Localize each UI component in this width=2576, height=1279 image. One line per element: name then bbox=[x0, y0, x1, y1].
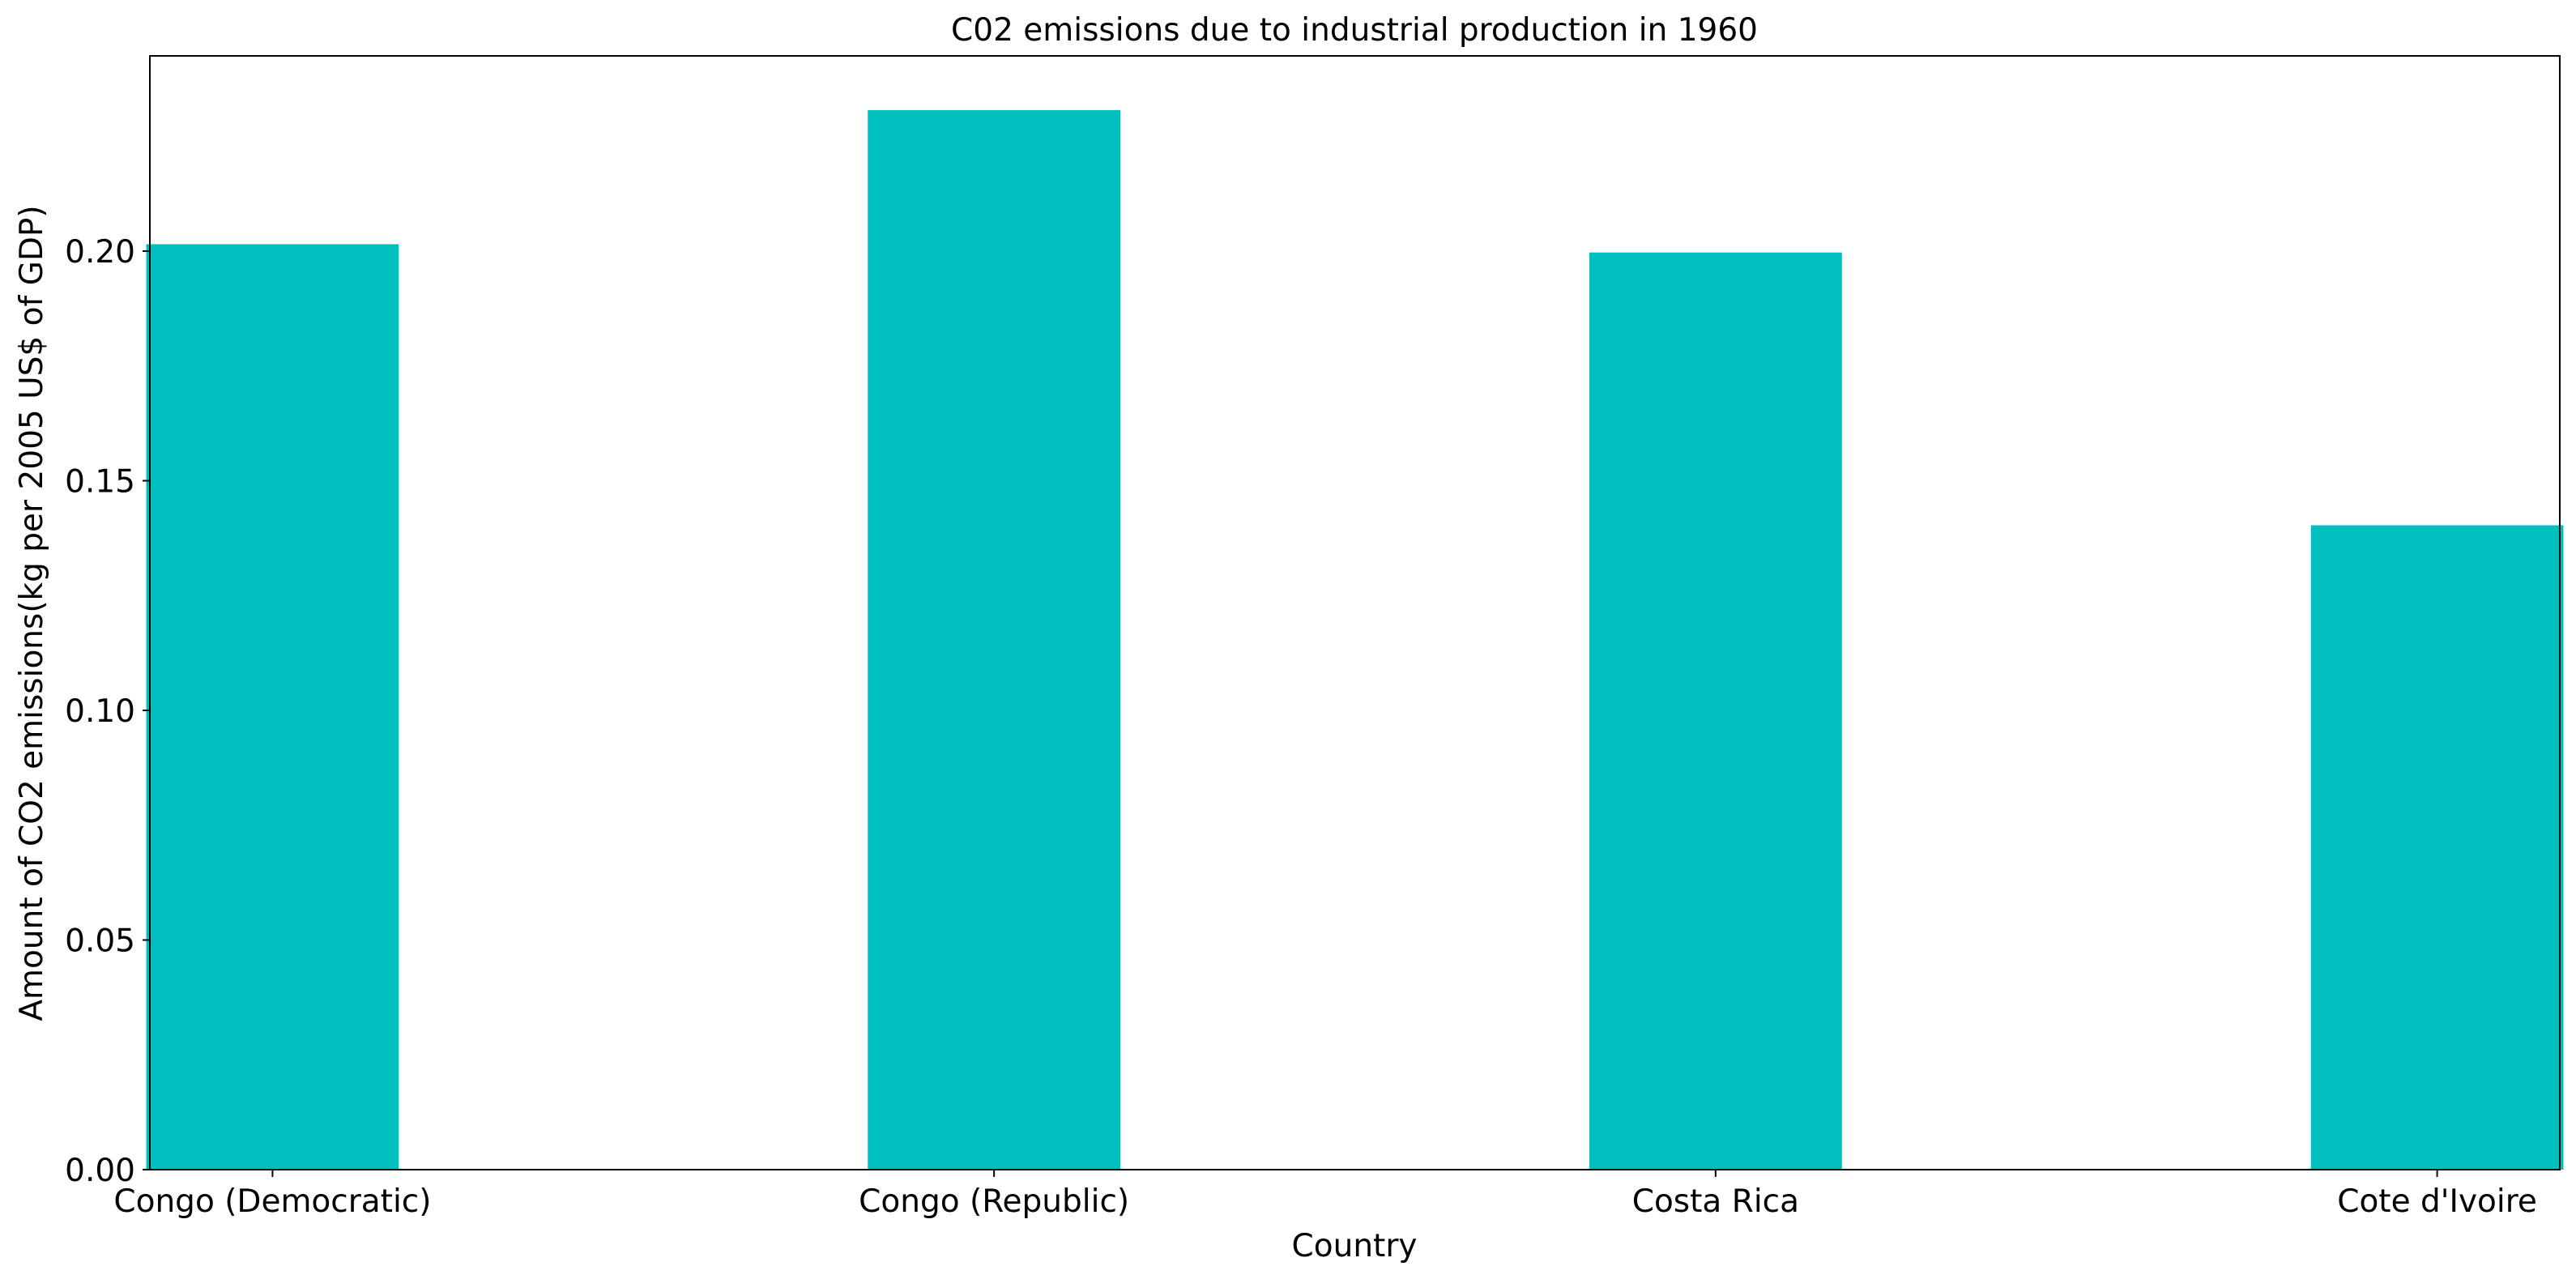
x-axis-ticks: Congo (Democratic) Congo (Republic) Costa … bbox=[113, 1170, 2537, 1220]
x-tick-label: Costa Rica bbox=[1632, 1183, 1799, 1220]
y-tick-label: 0.20 bbox=[65, 234, 135, 271]
x-tick-label: Cote d'Ivoire bbox=[2337, 1183, 2537, 1220]
y-tick-label: 0.05 bbox=[65, 923, 135, 959]
y-tick-label: 0.10 bbox=[65, 693, 135, 730]
y-tick-label: 0.00 bbox=[65, 1153, 135, 1189]
x-tick-label: Congo (Republic) bbox=[859, 1183, 1129, 1220]
chart-title: C02 emissions due to industrial producti… bbox=[951, 12, 1758, 49]
y-axis-label: Amount of CO2 emissions(kg per 2005 US$ … bbox=[14, 205, 50, 1021]
bar bbox=[146, 244, 399, 1170]
bar-series bbox=[146, 109, 2564, 1170]
bar bbox=[868, 109, 1121, 1170]
bar bbox=[2310, 525, 2564, 1170]
x-axis-label: Country bbox=[1292, 1228, 1418, 1264]
plot-frame bbox=[149, 55, 2561, 1170]
bar bbox=[1589, 252, 1842, 1170]
y-axis-ticks: 0.00 0.05 0.10 0.15 0.20 bbox=[65, 234, 150, 1189]
x-tick-label: Congo (Democratic) bbox=[113, 1183, 431, 1220]
y-tick-label: 0.15 bbox=[65, 463, 135, 500]
